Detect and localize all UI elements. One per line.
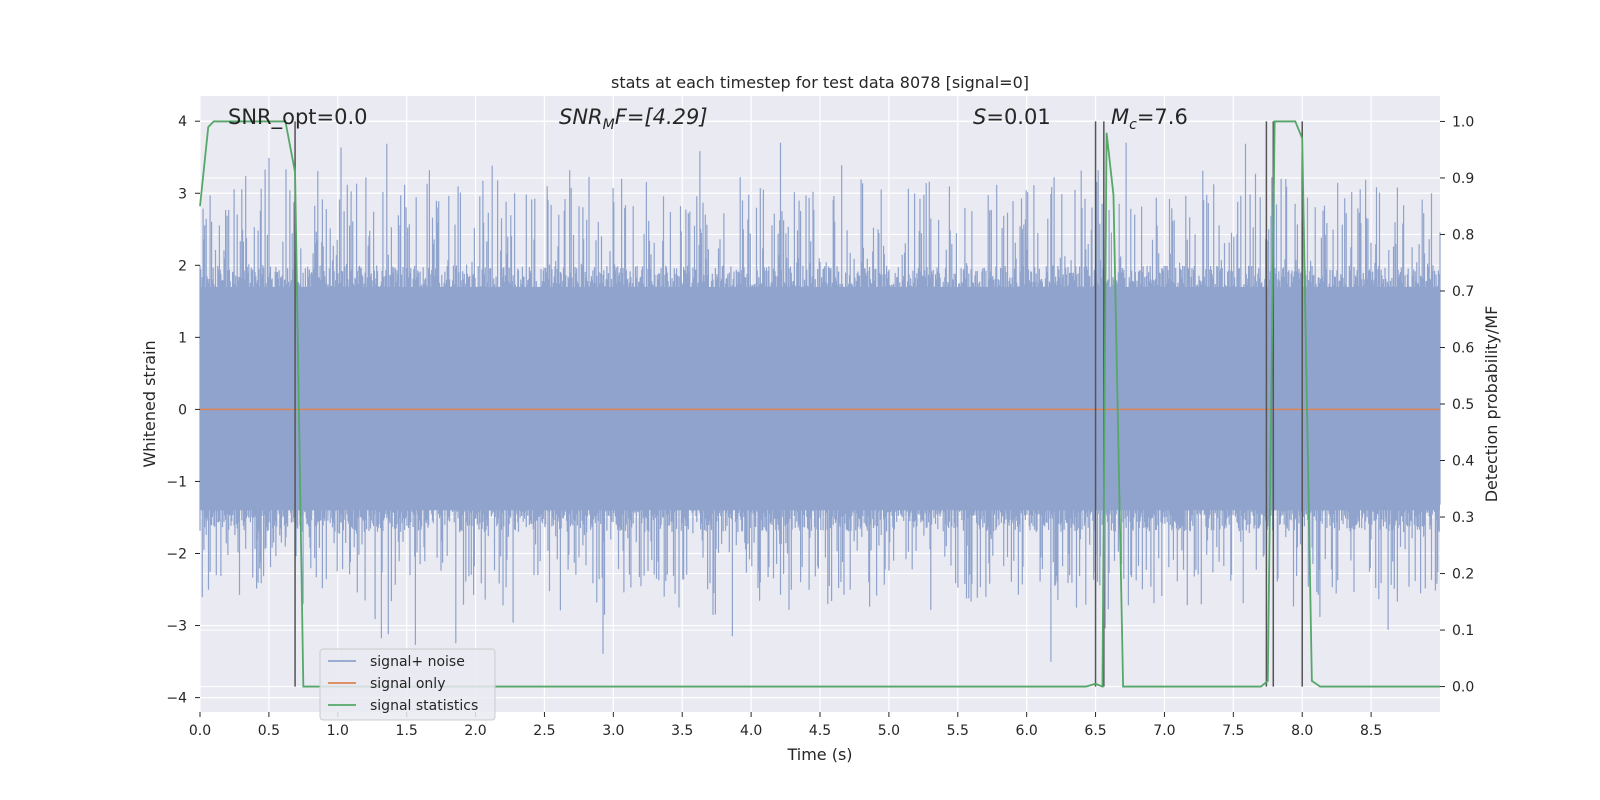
legend-label-signal-only: signal only — [370, 676, 445, 692]
annotation-snr-mf-sub: M — [603, 117, 615, 133]
right-y-tick-label: 0.5 — [1452, 397, 1474, 413]
right-y-tick-label: 0.4 — [1452, 454, 1474, 470]
right-y-axis-label: Detection probability/MF — [1482, 306, 1501, 503]
right-y-axis-ticks: 1.0 0.9 0.8 0.7 0.6 0.5 0.4 0.3 0.2 0.1 0.0 — [1440, 114, 1474, 696]
x-tick-label: 5.5 — [947, 723, 969, 739]
left-y-axis-ticks: 4 3 2 1 0 −1 −2 −3 −4 — [166, 114, 200, 707]
left-y-tick-label: −3 — [166, 619, 187, 635]
x-tick-label: 3.0 — [602, 723, 624, 739]
signal-noise-series — [199, 142, 1441, 662]
x-axis-label: Time (s) — [786, 745, 852, 764]
right-y-tick-label: 0.7 — [1452, 284, 1474, 300]
chart-title: stats at each timestep for test data 807… — [611, 73, 1029, 92]
x-tick-label: 0.0 — [189, 723, 211, 739]
x-tick-label: 6.0 — [1016, 723, 1038, 739]
left-y-tick-label: 4 — [178, 114, 187, 130]
right-y-tick-label: 0.6 — [1452, 340, 1474, 356]
left-y-tick-label: −2 — [166, 546, 187, 562]
x-tick-label: 2.5 — [533, 723, 555, 739]
annotation-mc-prefix: M — [1111, 105, 1129, 129]
x-tick-label: 8.0 — [1291, 723, 1313, 739]
right-y-tick-label: 0.9 — [1452, 171, 1474, 187]
x-axis-ticks: 0.0 0.5 1.0 1.5 2.0 2.5 3.0 3.5 4.0 4.5 5.0 5.5 6.0 6… — [189, 712, 1382, 739]
right-y-tick-label: 0.3 — [1452, 510, 1474, 526]
annotation-snr-mf: SNRMF=[4.29] — [559, 105, 708, 133]
x-tick-label: 1.5 — [396, 723, 418, 739]
legend-box — [319, 648, 496, 721]
right-y-tick-label: 0.1 — [1452, 623, 1474, 639]
series-lines — [199, 120, 1440, 688]
legend-label-signal-noise: signal+ noise — [370, 654, 465, 670]
x-tick-label: 7.0 — [1153, 723, 1175, 739]
legend-label-signal-statistics: signal statistics — [370, 698, 478, 714]
annotation-snr-mf-prefix: SNR — [559, 105, 603, 129]
left-y-tick-label: −4 — [166, 691, 187, 707]
left-y-axis-label: Whitened strain — [140, 340, 159, 467]
left-y-tick-label: 0 — [178, 402, 187, 418]
left-y-tick-label: 3 — [178, 186, 187, 202]
x-tick-label: 2.0 — [464, 723, 486, 739]
annotation-mc-suffix: =7.6 — [1137, 105, 1188, 129]
x-tick-label: 1.0 — [327, 723, 349, 739]
annotation-snr-mf-suffix: F=[4.29] — [615, 105, 708, 129]
annotation-s-suffix: =0.01 — [986, 105, 1050, 129]
right-y-tick-label: 0.2 — [1452, 567, 1474, 583]
left-y-tick-label: 2 — [178, 258, 187, 274]
x-tick-label: 5.0 — [878, 723, 900, 739]
annotation-s: S=0.01 — [973, 105, 1051, 129]
legend: signal+ noise signal only signal statist… — [319, 648, 496, 721]
right-y-tick-label: 0.8 — [1452, 227, 1474, 243]
x-tick-label: 4.0 — [740, 723, 762, 739]
right-y-tick-label: 1.0 — [1452, 114, 1474, 130]
x-tick-label: 6.5 — [1084, 723, 1106, 739]
annotation-mc: Mc=7.6 — [1111, 105, 1188, 133]
x-tick-label: 8.5 — [1360, 723, 1382, 739]
left-y-tick-label: −1 — [166, 474, 187, 490]
left-y-tick-label: 1 — [178, 330, 187, 346]
annotation-s-prefix: S — [973, 105, 986, 129]
annotation-snr-opt: SNR_opt=0.0 — [228, 105, 368, 130]
signal-statistics-line — [199, 120, 1440, 688]
x-tick-label: 4.5 — [809, 723, 831, 739]
x-tick-label: 7.5 — [1222, 723, 1244, 739]
x-tick-label: 0.5 — [258, 723, 280, 739]
right-y-tick-label: 0.0 — [1452, 680, 1474, 696]
x-tick-label: 3.5 — [671, 723, 693, 739]
annotation-mc-sub: c — [1129, 117, 1137, 133]
